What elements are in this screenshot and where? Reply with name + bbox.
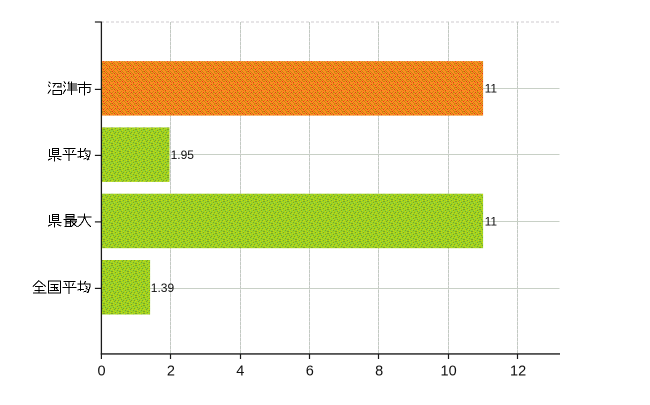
- svg-text:1.39: 1.39: [151, 281, 175, 295]
- svg-text:2: 2: [167, 363, 175, 379]
- svg-text:0: 0: [98, 363, 106, 379]
- svg-text:6: 6: [306, 363, 314, 379]
- svg-text:12: 12: [510, 363, 526, 379]
- svg-text:11: 11: [485, 82, 498, 96]
- svg-text:1.95: 1.95: [171, 148, 195, 162]
- svg-text:4: 4: [236, 363, 244, 379]
- svg-text:11: 11: [485, 214, 498, 228]
- svg-text:10: 10: [441, 363, 457, 379]
- svg-text:8: 8: [375, 363, 383, 379]
